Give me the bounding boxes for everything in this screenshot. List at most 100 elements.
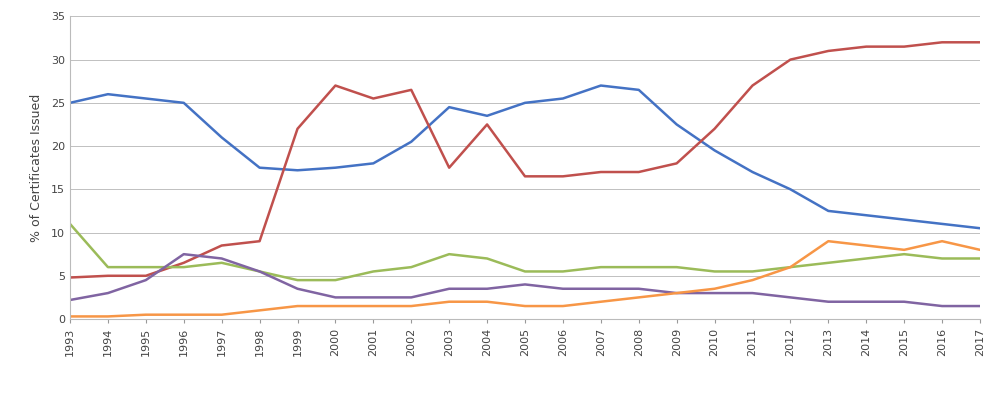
Pakistan [557,269,569,274]
China [860,299,872,304]
China [178,252,190,256]
China [557,286,569,291]
India [519,100,531,105]
China [216,256,228,261]
Canada [936,239,948,244]
Y-axis label: % of Certificates Issued: % of Certificates Issued [30,94,43,242]
Pakistan [860,256,872,261]
United States [216,243,228,248]
China [633,286,645,291]
United States [292,126,304,131]
United States [784,57,796,62]
Pakistan [746,269,759,274]
Canada [102,314,114,319]
Line: Canada: Canada [70,241,980,317]
Pakistan [216,261,228,265]
Line: United States: United States [70,42,980,278]
India [671,122,683,127]
United States [405,88,417,92]
Canada [519,303,531,308]
India [860,213,872,218]
Canada [254,308,266,313]
Canada [746,278,759,283]
Pakistan [898,252,910,256]
United States [709,126,721,131]
India [898,217,910,222]
China [481,286,493,291]
Pakistan [292,278,304,283]
Canada [481,299,493,304]
Canada [898,247,910,252]
India [102,92,114,97]
United States [519,174,531,179]
United States [64,275,76,280]
Pakistan [102,265,114,270]
Pakistan [443,252,455,256]
India [329,165,341,170]
Canada [443,299,455,304]
Canada [405,303,417,308]
India [784,187,796,192]
Pakistan [974,256,986,261]
Line: India: India [70,85,980,228]
United States [178,261,190,265]
Pakistan [481,256,493,261]
India [178,100,190,105]
Pakistan [671,265,683,270]
India [254,165,266,170]
Pakistan [633,265,645,270]
Canada [329,303,341,308]
United States [898,44,910,49]
United States [860,44,872,49]
China [140,278,152,283]
Canada [557,303,569,308]
United States [936,40,948,45]
China [709,291,721,296]
Pakistan [936,256,948,261]
China [746,291,759,296]
United States [102,273,114,278]
Pakistan [64,221,76,226]
United States [254,239,266,244]
India [936,221,948,226]
Canada [178,312,190,317]
China [974,303,986,308]
India [709,148,721,153]
Canada [671,291,683,296]
China [443,286,455,291]
United States [974,40,986,45]
Canada [633,295,645,300]
United States [822,49,834,54]
United States [557,174,569,179]
India [140,96,152,101]
India [367,161,379,166]
Canada [974,247,986,252]
China [519,282,531,287]
India [216,135,228,140]
China [822,299,834,304]
Pakistan [178,265,190,270]
Pakistan [822,261,834,265]
Canada [860,243,872,248]
Canada [367,303,379,308]
China [405,295,417,300]
Canada [595,299,607,304]
China [254,269,266,274]
China [329,295,341,300]
United States [633,170,645,175]
India [633,88,645,92]
India [64,100,76,105]
Canada [140,312,152,317]
Pakistan [405,265,417,270]
Pakistan [709,269,721,274]
China [936,303,948,308]
Canada [822,239,834,244]
China [64,297,76,302]
United States [443,165,455,170]
Pakistan [367,269,379,274]
China [784,295,796,300]
Pakistan [254,269,266,274]
Pakistan [784,265,796,270]
India [822,209,834,213]
India [292,168,304,173]
